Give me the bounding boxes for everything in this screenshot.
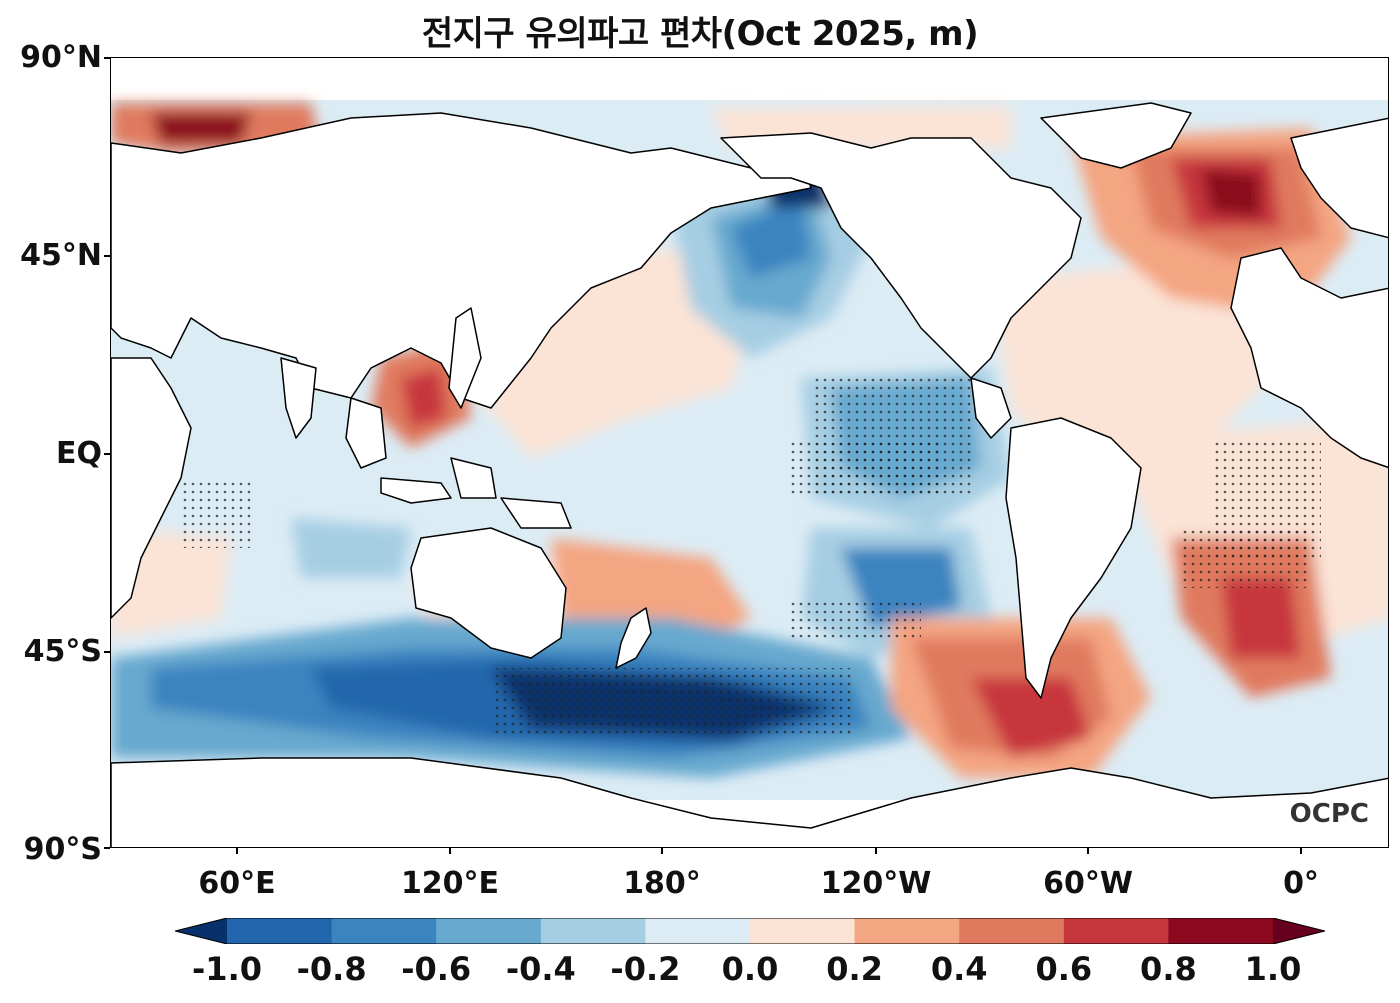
lon-label-60w: 60°W [1043,866,1133,901]
anomaly-map: OCPC [111,100,1388,847]
colorbar-segment [227,918,333,944]
colorbar-segment [1063,918,1169,944]
colorbar-tick-label: 0.4 [930,950,988,988]
lat-label-45n: 45°N [20,238,102,273]
map-title: 전지구 유의파고 편차(Oct 2025, m) [421,14,979,54]
colorbar-segment [331,918,437,944]
colorbar-segment [750,918,856,944]
colorbar-extend-high [1273,918,1325,944]
lat-label-45s: 45°S [23,634,102,669]
colorbar-segment [959,918,1065,944]
colorbar-tick-label: 0.6 [1035,950,1093,988]
significance-stipple [181,378,1321,738]
colorbar-segment [1168,918,1274,944]
colorbar-segment [854,918,960,944]
lon-label-120w: 120°W [820,866,932,901]
colorbar [175,918,1325,944]
colorbar-tick-label: -0.4 [505,950,576,988]
colorbar-tick-label: 1.0 [1244,950,1302,988]
map-panel: OCPC [110,57,1389,848]
lat-label-eq: EQ [56,436,102,471]
ocpc-logo: OCPC [1290,799,1369,829]
colorbar-tick-label: -0.8 [296,950,367,988]
lon-label-180: 180° [623,866,701,901]
colorbar-tick-label: 0.8 [1140,950,1197,988]
colorbar-tick-label: -0.2 [610,950,681,988]
lat-label-90n: 90°N [20,40,102,75]
colorbar-tick-label: 0.0 [721,950,779,988]
land [111,102,1388,847]
colorbar-tick-label: -1.0 [192,950,262,988]
lon-label-0: 0° [1283,866,1319,901]
colorbar-tick-label: -0.6 [401,950,472,988]
colorbar-segment [645,918,751,944]
colorbar-tick-label: 0.2 [826,950,883,988]
lon-label-60e: 60°E [198,866,276,901]
lat-label-90s: 90°S [23,832,102,867]
lon-label-120e: 120°E [400,866,500,901]
colorbar-extend-low [175,918,227,944]
colorbar-segment [540,918,646,944]
colorbar-segment [436,918,542,944]
